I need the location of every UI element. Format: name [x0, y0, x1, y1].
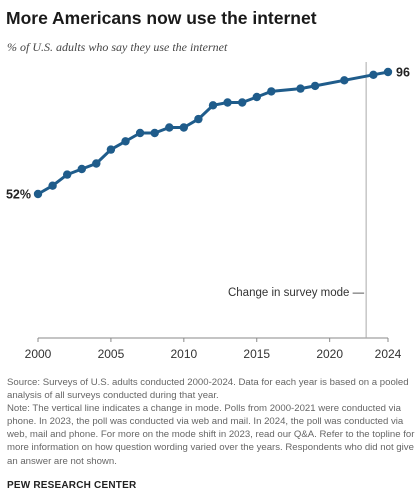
data-point-2012: [208, 101, 218, 110]
data-point-2004: [92, 159, 101, 168]
chart-subtitle: % of U.S. adults who say they use the in…: [7, 40, 228, 54]
data-point-2009: [165, 123, 174, 132]
data-point-2018: [296, 84, 305, 93]
data-point-2019: [310, 81, 320, 91]
data-point-2021: [340, 76, 349, 85]
data-point-2003: [77, 164, 87, 174]
data-point-2008: [150, 128, 159, 138]
data-point-2023: [369, 70, 378, 80]
x-tick-label-2000: 2000: [25, 347, 52, 361]
series-line: [36, 70, 390, 196]
data-point-2024: [383, 67, 393, 77]
data-point-2010: [179, 123, 188, 132]
data-point-2013: [223, 98, 232, 107]
data-label-first: 52%: [6, 188, 31, 202]
data-point-2001: [48, 181, 57, 190]
data-point-2006: [121, 137, 130, 146]
x-tick-label-2010: 2010: [170, 347, 197, 361]
data-point-2007: [135, 128, 145, 138]
data-point-2002: [62, 170, 72, 179]
x-tick-label-2020: 2020: [316, 347, 343, 361]
chart-title: More Americans now use the internet: [6, 8, 317, 28]
brand-logo-text: PEW RESEARCH CENTER: [7, 480, 137, 491]
data-point-2015: [252, 92, 261, 102]
line-chart: 2000 2005 2010 2015 2020 2024 Change in surve…: [6, 62, 410, 361]
data-point-2005: [106, 145, 116, 154]
data-point-2011: [194, 114, 203, 124]
data-label-last: 96: [396, 66, 410, 80]
x-tick-label-2015: 2015: [243, 347, 270, 361]
x-tick-label-2005: 2005: [98, 347, 125, 361]
data-point-2014: [238, 98, 247, 107]
source-note: Source: Surveys of U.S. adults conducted…: [7, 377, 409, 402]
data-point-2016: [267, 87, 276, 96]
methodology-note: Note: The vertical line indicates a chan…: [7, 403, 415, 467]
data-point-2000: [33, 189, 43, 199]
footnotes: Source: Surveys of U.S. adults conducted…: [7, 376, 415, 468]
x-tick-label-2024: 2024: [375, 347, 402, 361]
mode-change-annotation: Change in survey mode —: [228, 287, 365, 299]
